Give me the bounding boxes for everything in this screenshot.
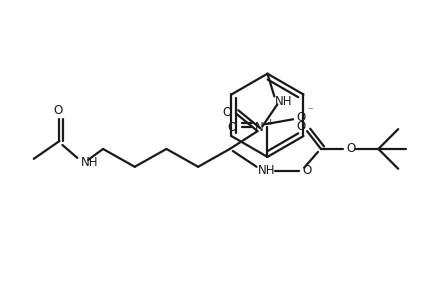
- Text: O: O: [54, 104, 63, 117]
- Text: N: N: [255, 121, 264, 134]
- Text: +: +: [266, 118, 274, 127]
- Text: NH: NH: [275, 95, 292, 108]
- Text: NH: NH: [80, 156, 98, 169]
- Text: O: O: [227, 121, 236, 134]
- Text: O: O: [302, 164, 312, 177]
- Text: O: O: [297, 111, 306, 124]
- Text: ⁻: ⁻: [307, 106, 313, 116]
- Text: O: O: [346, 142, 355, 155]
- Text: NH: NH: [258, 164, 275, 177]
- Text: O: O: [222, 106, 231, 119]
- Text: O: O: [297, 120, 306, 133]
